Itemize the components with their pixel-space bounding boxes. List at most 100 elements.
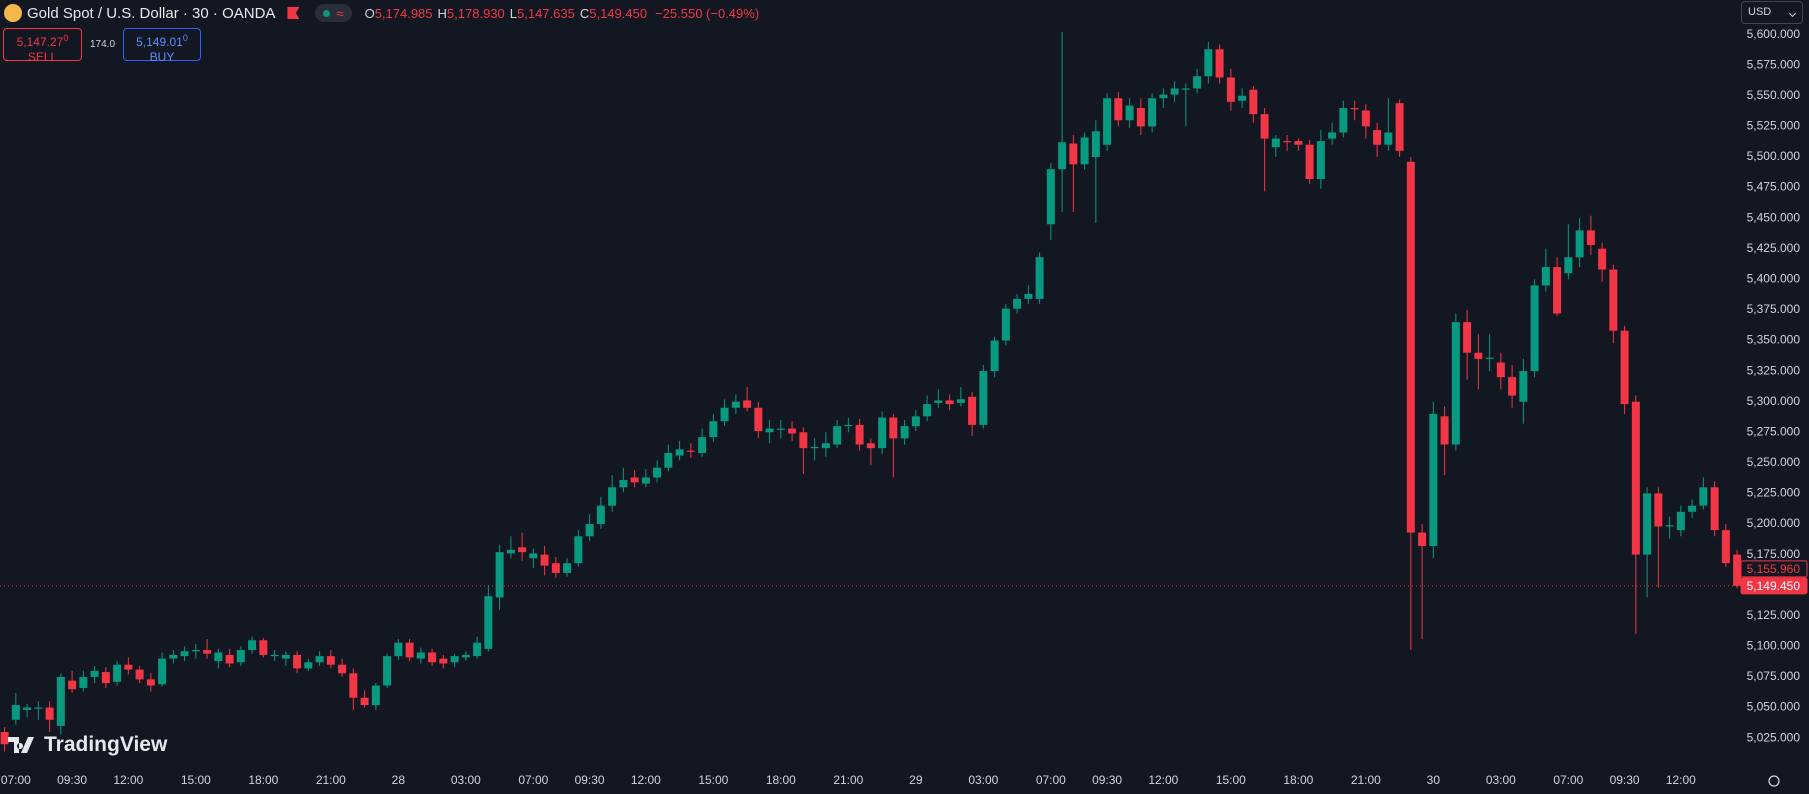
candle-body (1451, 322, 1460, 445)
candle-body (34, 707, 43, 709)
y-tick-label: 5,500.000 (1747, 149, 1801, 163)
candle-body (473, 642, 482, 657)
x-tick-label: 29 (909, 773, 923, 787)
candle-body (799, 432, 808, 449)
currency-select[interactable]: USD (1741, 1, 1803, 24)
candle-body (1564, 257, 1573, 274)
x-tick-label: 09:30 (1610, 773, 1640, 787)
y-tick-label: 5,300.000 (1747, 394, 1801, 408)
candle-body (495, 552, 504, 598)
y-tick-label: 5,325.000 (1747, 363, 1801, 377)
candle-body (1553, 267, 1562, 314)
sell-button[interactable]: 5,147.270 SELL (3, 28, 82, 64)
candle-body (720, 407, 729, 422)
candle-body (754, 407, 763, 432)
legend-key: C (579, 6, 590, 21)
x-tick-label: 18:00 (1283, 773, 1313, 787)
x-tick-label: 12:00 (113, 773, 143, 787)
candle-body (1721, 530, 1730, 564)
y-tick-label: 5,400.000 (1747, 271, 1801, 285)
buy-price-line: 5,149.010 (124, 31, 200, 50)
x-tick-label: 07:00 (1, 773, 31, 787)
candle-body (248, 640, 257, 651)
candle-body (158, 658, 167, 685)
candle-body (1496, 362, 1505, 378)
candle-body (1035, 257, 1044, 299)
x-tick-label: 09:30 (57, 773, 87, 787)
y-tick-label: 5,475.000 (1747, 180, 1801, 194)
spread: 174.0 (90, 39, 116, 50)
x-tick-label: 28 (392, 773, 406, 787)
price-label-box (1740, 577, 1808, 595)
candle-body (113, 664, 122, 682)
candle-body (1328, 132, 1337, 139)
candle-body (405, 642, 414, 658)
candle-body (1249, 89, 1258, 115)
symbol-icon (4, 4, 22, 22)
candle-body (1395, 103, 1404, 151)
buy-price: 5,149.01 (136, 35, 183, 49)
candle-body (1148, 98, 1157, 127)
candle-body (1091, 131, 1100, 157)
candle-body (1069, 143, 1078, 165)
candle-body (1676, 511, 1685, 531)
x-tick-label: 15:00 (698, 773, 728, 787)
candle-body (551, 563, 560, 573)
candle-body (1733, 554, 1742, 586)
candle-body (56, 676, 65, 726)
x-tick-label: 12:00 (631, 773, 661, 787)
candle-body (394, 642, 403, 657)
candle-body (1699, 487, 1708, 506)
candle-body (1339, 108, 1348, 133)
candle-body (1418, 532, 1427, 547)
candle-body (1710, 487, 1719, 531)
settings-icon[interactable] (1768, 775, 1780, 787)
brand-logo[interactable]: TradingView (8, 733, 167, 757)
flag-icon[interactable] (287, 7, 300, 19)
candle-body (293, 654, 302, 669)
x-tick-label: 12:00 (1148, 773, 1178, 787)
symbol-title[interactable]: Gold Spot / U.S. Dollar · 30 · OANDA (27, 4, 276, 22)
x-tick-label: 09:30 (575, 773, 605, 787)
candle-body (630, 477, 639, 483)
candle-body (731, 401, 740, 408)
candle-body (304, 662, 313, 669)
candle-body (338, 664, 347, 674)
buy-button[interactable]: 5,149.010 BUY (123, 28, 201, 64)
y-tick-label: 5,350.000 (1747, 333, 1801, 347)
price-label-text: 5,155.960 (1747, 562, 1801, 576)
candle-body (315, 656, 324, 663)
candle-body (1001, 308, 1010, 341)
candle-body (878, 417, 887, 449)
legend-key: L (509, 6, 517, 21)
candle-body (1654, 493, 1663, 527)
candle-body (675, 449, 684, 456)
candle-body (1114, 98, 1123, 121)
x-tick-label: 03:00 (451, 773, 481, 787)
candle-body (1024, 294, 1033, 299)
x-tick-label: 03:00 (968, 773, 998, 787)
x-tick-label: 15:00 (1216, 773, 1246, 787)
candle-body (180, 651, 189, 657)
candle-body (1586, 230, 1595, 246)
sell-price: 5,147.27 (16, 35, 64, 49)
candle-body (1429, 413, 1438, 547)
x-tick-label: 21:00 (1351, 773, 1381, 787)
legend-value: 5,147.635 (517, 6, 575, 21)
y-tick-label: 5,200.000 (1747, 516, 1801, 530)
candle-body (1260, 114, 1269, 139)
candle-body (608, 487, 617, 506)
indicator-pill[interactable]: ≈ (315, 4, 352, 22)
candle-body (956, 399, 965, 403)
y-tick-label: 5,375.000 (1747, 302, 1801, 316)
candle-body (259, 640, 268, 655)
candle-body (90, 670, 99, 677)
y-tick-label: 5,450.000 (1747, 210, 1801, 224)
candle-body (124, 664, 133, 670)
candle-body (1463, 322, 1472, 353)
candle-body (596, 505, 605, 525)
candle-body (889, 417, 898, 439)
candle-body (1305, 144, 1314, 179)
